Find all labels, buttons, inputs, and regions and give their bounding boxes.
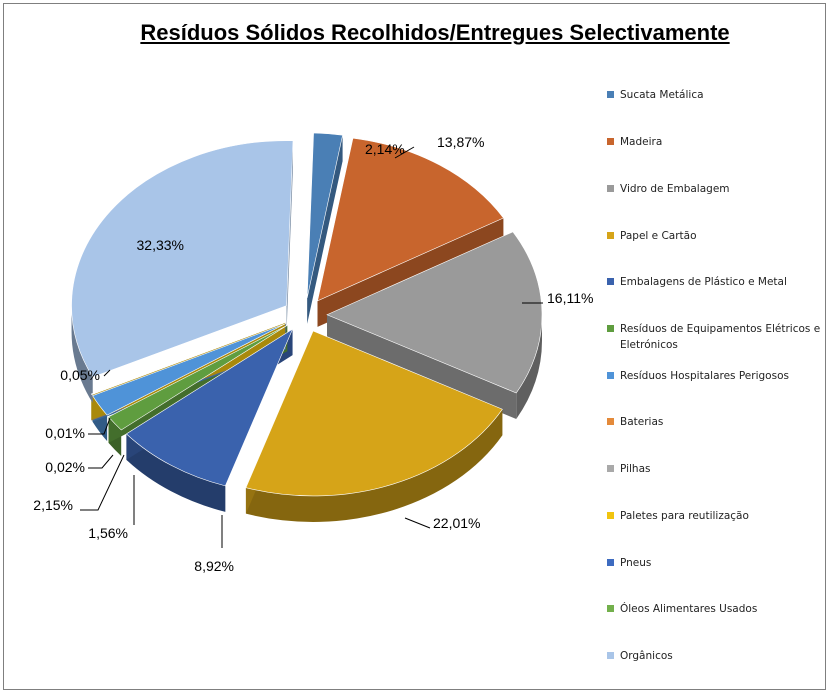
- data-label: 32,33%: [137, 237, 184, 253]
- chart-title: Resíduos Sólidos Recolhidos/Entregues Se…: [140, 20, 730, 45]
- pie-slice: [245, 330, 503, 497]
- legend-swatch: [607, 138, 614, 145]
- pie-slice: [326, 231, 543, 394]
- pie-slice-face: [307, 135, 343, 324]
- legend-label: Óleos Alimentares Usados: [620, 603, 758, 615]
- leader-line: [88, 454, 114, 469]
- pie-slice: [108, 324, 288, 431]
- pie-slice: [92, 323, 287, 416]
- data-label: 2,14%: [365, 141, 405, 157]
- legend-label: Pneus: [620, 557, 652, 569]
- legend-label: Resíduos de Equipamentos Elétricos e Ele…: [620, 323, 821, 351]
- pie-slice: [125, 328, 294, 487]
- pie-slice: [90, 322, 286, 395]
- data-label: 8,92%: [194, 558, 234, 574]
- pie-slice-side: [71, 305, 93, 404]
- leader-line: [80, 454, 125, 511]
- pie-slice: [71, 140, 294, 378]
- legend-label: Orgânicos: [620, 650, 673, 662]
- data-label: 22,01%: [433, 515, 480, 531]
- data-label: 0,02%: [45, 459, 85, 475]
- pie-slice-side: [126, 433, 226, 512]
- legend-label: Papel e Cartão: [620, 230, 697, 242]
- legend-swatch: [607, 418, 614, 425]
- leader-line: [394, 146, 415, 159]
- legend-swatch: [607, 605, 614, 612]
- data-label: 2,15%: [33, 497, 73, 513]
- legend-swatch: [607, 91, 614, 98]
- legend-label: Embalagens de Plástico e Metal: [620, 276, 787, 288]
- data-label: 13,87%: [437, 134, 484, 150]
- data-label: 0,05%: [60, 367, 100, 383]
- legend-label: Madeira: [620, 136, 663, 148]
- pie-slice: [317, 137, 504, 302]
- pie-slice: [306, 132, 343, 298]
- legend-swatch: [607, 232, 614, 239]
- legend-swatch: [607, 325, 614, 332]
- leader-line: [88, 417, 111, 435]
- legend-swatch: [607, 559, 614, 566]
- pie-slice-side: [516, 314, 542, 419]
- pie-slice-face: [326, 314, 517, 419]
- legend-swatch: [607, 652, 614, 659]
- data-label: 1,56%: [88, 525, 128, 541]
- legend-swatch: [607, 372, 614, 379]
- legend-label: Baterias: [620, 416, 664, 428]
- data-label: 16,11%: [547, 290, 593, 306]
- legend-swatch: [607, 185, 614, 192]
- legend-label: Sucata Metálica: [620, 89, 704, 101]
- legend-swatch: [607, 465, 614, 472]
- leader-line: [404, 517, 431, 529]
- legend-swatch: [607, 512, 614, 519]
- legend-label: Vidro de Embalagem: [620, 183, 730, 195]
- legend-swatch: [607, 278, 614, 285]
- leader-line: [103, 369, 111, 377]
- legend-label: Pilhas: [620, 463, 651, 475]
- legend-label: Paletes para reutilização: [620, 510, 749, 522]
- data-label: 0,01%: [45, 425, 85, 441]
- legend-label: Resíduos Hospitalares Perigosos: [620, 370, 789, 382]
- pie-slice-side: [245, 409, 503, 522]
